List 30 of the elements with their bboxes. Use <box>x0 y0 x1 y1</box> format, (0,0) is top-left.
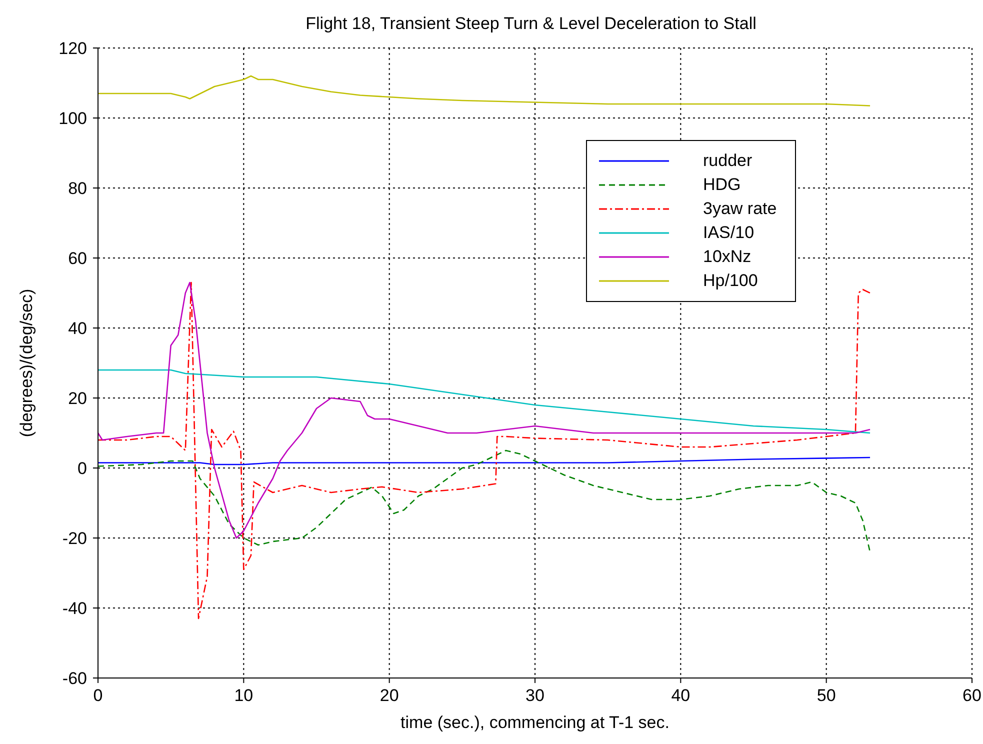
y-tick-label: -40 <box>62 599 87 618</box>
x-tick-label: 20 <box>380 686 399 706</box>
chart-title: Flight 18, Transient Steep Turn & Level Deceleration to Stall <box>304 14 758 34</box>
legend-label: Hp/100 <box>703 271 758 291</box>
y-tick-label: 0 <box>78 459 87 478</box>
y-tick-label: 20 <box>68 389 87 408</box>
x-tick-label: 40 <box>671 686 690 706</box>
line-series <box>98 450 871 553</box>
legend-label: 10xNz <box>703 247 752 267</box>
y-tick-label: -60 <box>62 669 87 688</box>
y-tick-label: 120 <box>58 39 87 58</box>
y-tick-label: 60 <box>68 249 87 268</box>
x-tick-label: 10 <box>234 686 254 706</box>
y-tick-label: 80 <box>68 179 87 198</box>
y-tick-label: 100 <box>58 109 87 128</box>
x-axis-title: time (sec.), commencing at T-1 sec. <box>400 713 670 732</box>
line-series <box>98 456 871 466</box>
y-tick-label: -20 <box>62 529 87 548</box>
legend-label: IAS/10 <box>703 223 754 243</box>
y-axis-title: (degrees)/(deg/sec) <box>17 288 36 438</box>
line-series <box>98 75 871 106</box>
legend-label: HDG <box>703 175 741 195</box>
legend-label: rudder <box>703 151 752 171</box>
x-tick-label: 30 <box>526 686 544 706</box>
legend-label: 3yaw rate <box>703 199 777 219</box>
line-series <box>98 369 871 434</box>
x-tick-label: 50 <box>816 686 836 706</box>
x-tick-label: 0 <box>93 686 103 706</box>
y-tick-label: 40 <box>68 319 87 338</box>
x-tick-label: 60 <box>962 686 982 706</box>
